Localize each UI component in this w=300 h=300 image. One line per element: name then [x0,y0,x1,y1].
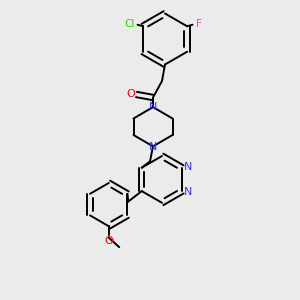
Text: Cl: Cl [124,19,135,29]
Text: O: O [104,236,113,246]
Text: N: N [184,162,193,172]
Text: O: O [127,89,136,99]
Text: N: N [149,142,157,152]
Text: N: N [184,187,193,197]
Text: F: F [196,19,201,29]
Text: N: N [149,101,157,112]
